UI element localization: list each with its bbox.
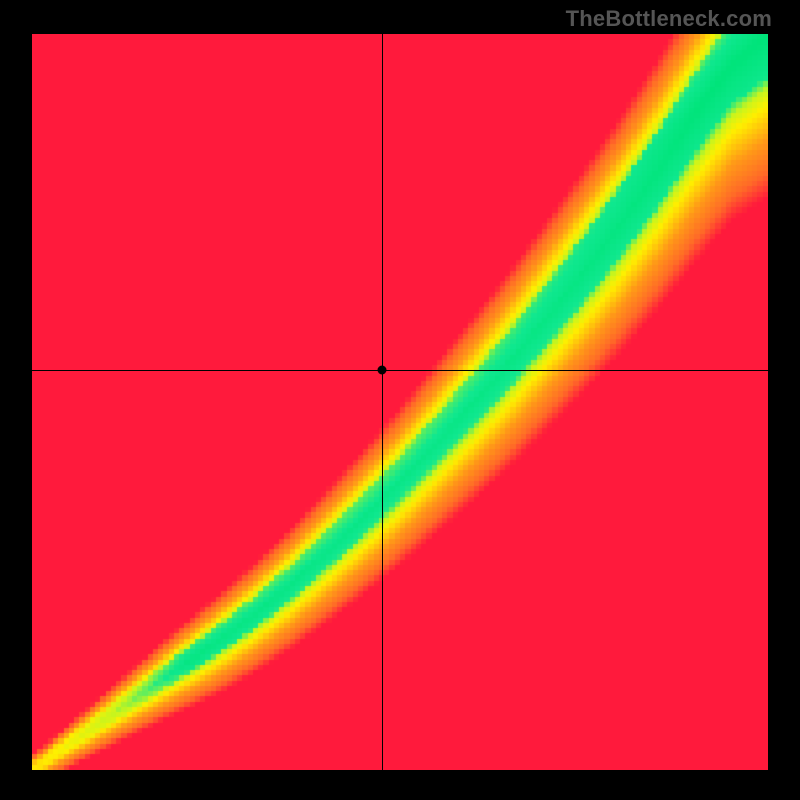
bottleneck-heatmap [32,34,768,770]
crosshair-vertical [382,34,383,770]
crosshair-marker [377,366,386,375]
watermark-text: TheBottleneck.com [566,6,772,32]
heatmap-canvas [32,34,768,770]
crosshair-horizontal [32,370,768,371]
